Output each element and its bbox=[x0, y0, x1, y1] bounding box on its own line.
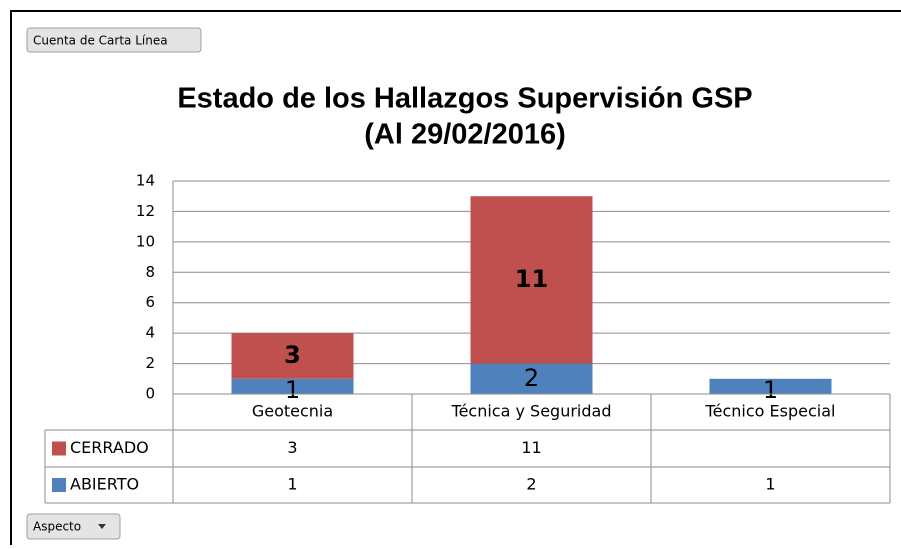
table-value: 1 bbox=[287, 475, 297, 494]
y-tick-label: 6 bbox=[145, 293, 155, 311]
y-tick-label: 10 bbox=[136, 232, 155, 250]
legend-key bbox=[52, 478, 66, 492]
y-tick-label: 2 bbox=[145, 354, 155, 372]
data-label: 2 bbox=[524, 364, 539, 392]
data-label: 3 bbox=[284, 341, 301, 369]
x-tick-label: Técnico Especial bbox=[705, 402, 836, 421]
bar-segment bbox=[470, 196, 593, 364]
legend-label: ABIERTO bbox=[70, 475, 139, 494]
legend-key bbox=[52, 441, 66, 456]
y-tick-label: 14 bbox=[136, 172, 155, 190]
data-label: 1 bbox=[763, 376, 778, 404]
dropdown-arrow bbox=[98, 524, 106, 529]
frame bbox=[10, 10, 901, 545]
y-tick-label: 4 bbox=[145, 324, 155, 342]
table-value: 3 bbox=[287, 438, 297, 457]
bar-segment bbox=[709, 378, 832, 394]
y-tick-label: 8 bbox=[145, 263, 155, 281]
data-label: 1 bbox=[285, 376, 300, 404]
legend-label: CERRADO bbox=[70, 438, 149, 457]
y-tick-label: 0 bbox=[145, 385, 155, 403]
bar-segment bbox=[231, 378, 354, 394]
table-value: 1 bbox=[765, 475, 775, 494]
bar-segment bbox=[231, 333, 354, 379]
field-button[interactable]: Cuenta de Carta Línea bbox=[26, 27, 202, 53]
table-value: 11 bbox=[521, 438, 541, 457]
axis-button[interactable]: Aspecto bbox=[26, 513, 121, 540]
axis-button-label: Aspecto bbox=[33, 520, 81, 534]
y-tick-label: 12 bbox=[136, 202, 155, 220]
bar-segment bbox=[470, 363, 593, 394]
field-button-label: Cuenta de Carta Línea bbox=[33, 34, 168, 48]
data-label: 11 bbox=[515, 265, 548, 293]
table-value: 2 bbox=[526, 475, 536, 494]
x-tick-label: Técnica y Seguridad bbox=[451, 402, 612, 421]
chart-title: Estado de los Hallazgos Supervisión GSP bbox=[177, 83, 752, 115]
chart-subtitle: (Al 29/02/2016) bbox=[364, 119, 566, 151]
x-tick-label: Geotecnia bbox=[252, 402, 333, 421]
